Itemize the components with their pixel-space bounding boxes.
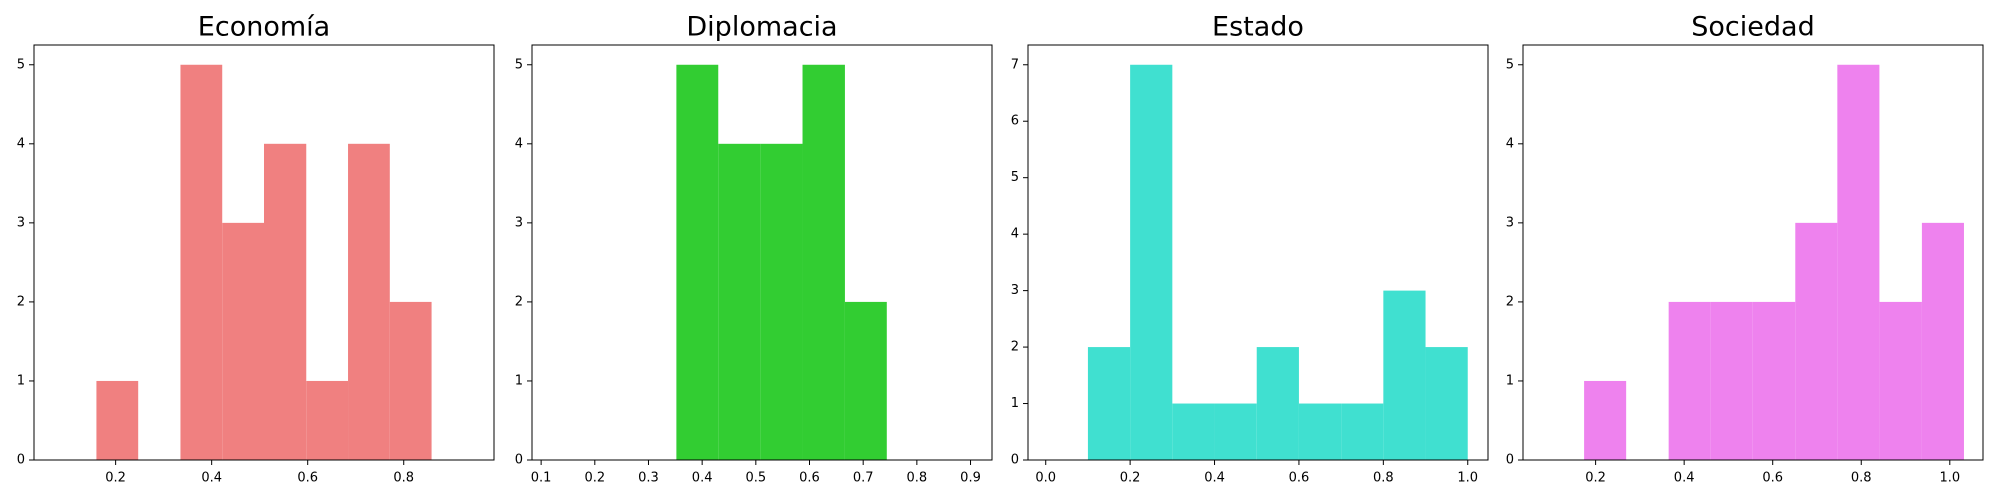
y-tick-label: 0: [1011, 453, 1019, 468]
y-tick-label: 3: [515, 215, 523, 230]
y-tick-label: 3: [17, 215, 25, 230]
x-tick-label: 0.4: [201, 471, 222, 486]
y-tick-label: 2: [1011, 340, 1019, 355]
bar: [1795, 222, 1838, 460]
chart-title: Diplomacia: [686, 12, 837, 43]
x-tick-label: 0.8: [907, 471, 928, 486]
x-tick-label: 0.2: [105, 471, 126, 486]
bar: [1130, 64, 1173, 460]
x-tick-label: 0.6: [799, 471, 820, 486]
y-tick-label: 4: [17, 136, 25, 151]
axes-frame: [1522, 44, 1984, 461]
x-tick-label: 0.1: [531, 471, 552, 486]
x-tick-label: 0.5: [745, 471, 766, 486]
bar: [348, 143, 390, 461]
bar: [1214, 403, 1257, 460]
bar: [1341, 403, 1384, 460]
x-tick-label: 0.0: [1035, 471, 1056, 486]
y-tick-label: 2: [515, 294, 523, 309]
y-tick-label: 0: [17, 453, 25, 468]
bar: [718, 143, 761, 461]
bar: [1837, 64, 1880, 460]
y-tick-label: 1: [17, 373, 25, 388]
bar: [1256, 347, 1299, 460]
bar: [844, 301, 887, 460]
y-tick-label: 5: [17, 57, 25, 72]
y-tick-label: 6: [1011, 114, 1019, 129]
y-tick-label: 0: [1506, 453, 1514, 468]
x-tick-label: 0.2: [1120, 471, 1141, 486]
bar: [1752, 301, 1796, 460]
bar: [1172, 403, 1215, 460]
x-tick-label: 0.8: [393, 471, 414, 486]
y-tick-label: 1: [1506, 373, 1514, 388]
y-tick-label: 1: [515, 373, 523, 388]
axes-frame: [33, 44, 495, 461]
bar: [1298, 403, 1342, 460]
chart-title: Sociedad: [1691, 12, 1814, 43]
y-tick-label: 5: [1011, 170, 1019, 185]
bar: [1425, 347, 1468, 460]
x-tick-label: 0.9: [960, 471, 981, 486]
bar: [180, 64, 223, 460]
bar: [1921, 222, 1964, 460]
x-tick-label: 1.0: [1457, 471, 1478, 486]
x-tick-label: 0.8: [1851, 471, 1872, 486]
axes-frame: [531, 44, 993, 461]
bar: [222, 222, 264, 460]
bar: [1879, 301, 1922, 460]
bar: [1383, 290, 1426, 460]
x-tick-label: 0.4: [1204, 471, 1225, 486]
bar: [760, 143, 803, 461]
y-tick-label: 0: [515, 453, 523, 468]
y-tick-label: 1: [1011, 396, 1019, 411]
y-tick-label: 3: [1506, 215, 1514, 230]
y-tick-label: 2: [17, 294, 25, 309]
axes-frame: [1027, 44, 1489, 461]
bar: [264, 143, 307, 461]
x-tick-label: 0.4: [1674, 471, 1695, 486]
bar: [306, 380, 349, 460]
bar: [389, 301, 432, 460]
bar: [96, 380, 139, 460]
y-tick-label: 5: [1506, 57, 1514, 72]
x-tick-label: 0.4: [692, 471, 713, 486]
x-tick-label: 1.0: [1939, 471, 1960, 486]
x-tick-label: 0.6: [1289, 471, 1310, 486]
bar: [1710, 301, 1753, 460]
bar: [1584, 380, 1627, 460]
x-tick-label: 0.8: [1373, 471, 1394, 486]
chart-title: Estado: [1212, 12, 1304, 43]
y-tick-label: 4: [1011, 227, 1019, 242]
y-tick-label: 2: [1506, 294, 1514, 309]
x-tick-label: 0.3: [638, 471, 659, 486]
y-tick-label: 5: [515, 57, 523, 72]
y-tick-label: 4: [515, 136, 523, 151]
x-tick-label: 0.2: [1585, 471, 1606, 486]
x-tick-label: 0.6: [1762, 471, 1783, 486]
x-tick-label: 0.2: [584, 471, 605, 486]
bar: [1668, 301, 1711, 460]
x-tick-label: 0.7: [853, 471, 874, 486]
x-tick-label: 0.6: [297, 471, 318, 486]
bar: [802, 64, 845, 460]
y-tick-label: 3: [1011, 283, 1019, 298]
y-tick-label: 4: [1506, 136, 1514, 151]
chart-title: Economía: [198, 12, 330, 43]
bar: [1087, 347, 1131, 460]
bar: [676, 64, 719, 460]
y-tick-label: 7: [1011, 57, 1019, 72]
